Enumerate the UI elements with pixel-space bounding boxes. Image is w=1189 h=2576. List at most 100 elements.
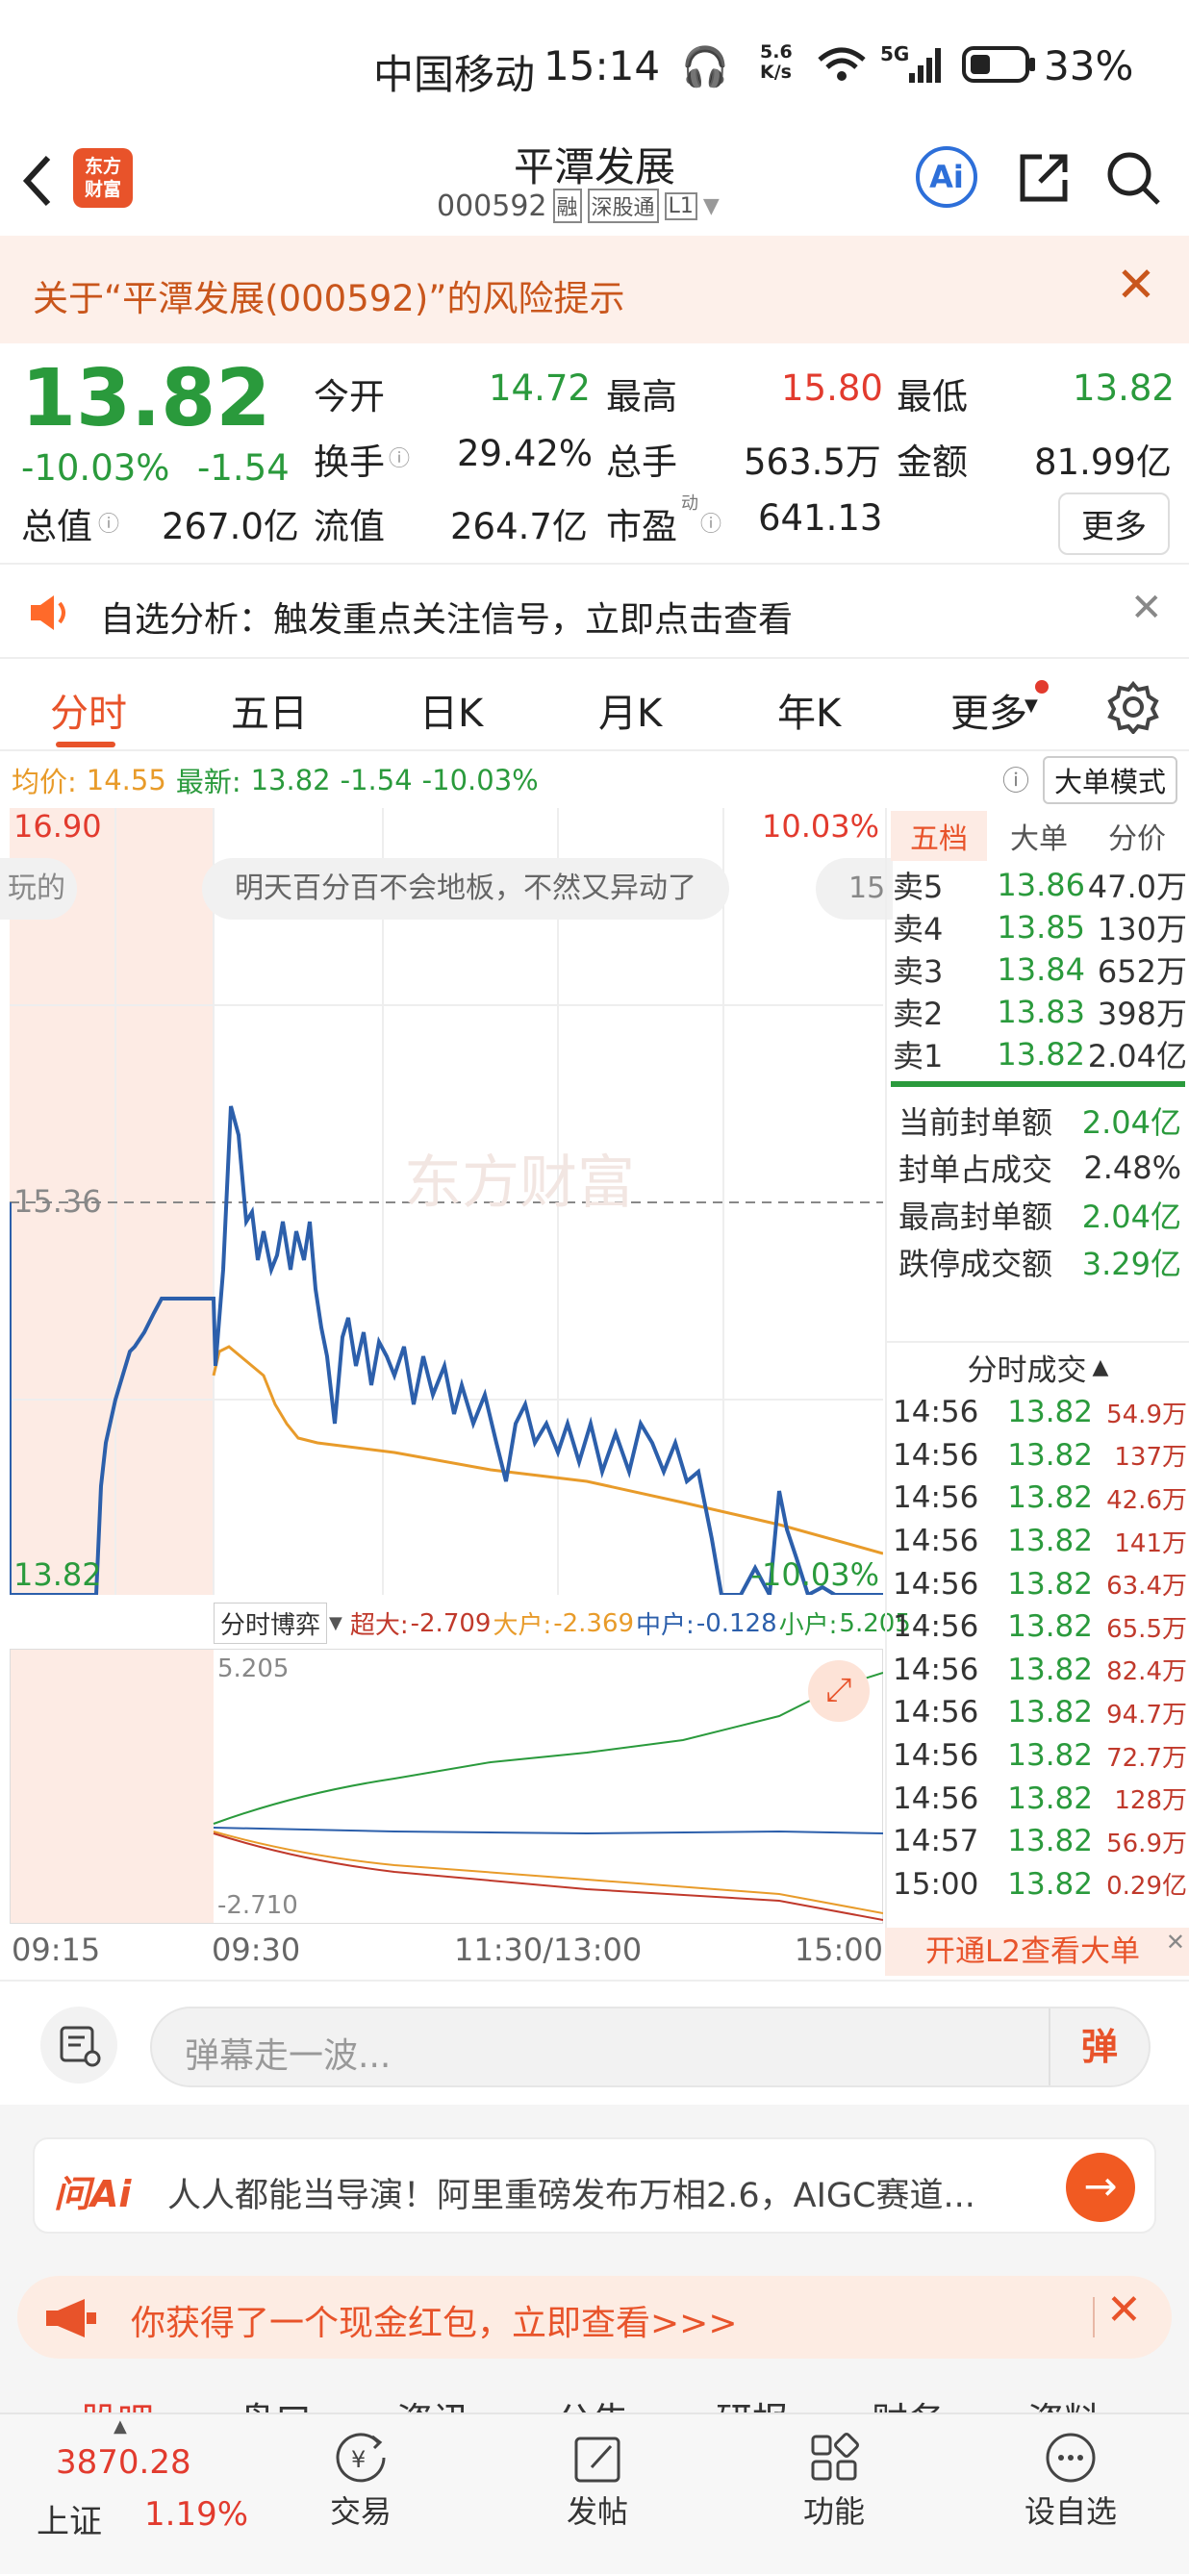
super-investor-line — [213, 1832, 884, 1921]
nav-watchlist[interactable]: 设自选 — [1008, 2428, 1133, 2532]
chevron-up-icon[interactable]: ▲ — [114, 2416, 127, 2437]
flow-chart-svg — [10, 1649, 884, 1924]
seal-stat-row: 封单占成交 2.48% — [898, 1144, 1189, 1191]
nav-trade[interactable]: ¥ 交易 — [298, 2428, 423, 2532]
price-info-line: 均价: 14.55 最新: 13.82 -1.54 -10.03% — [12, 760, 539, 800]
trade-volume: 0.29亿 — [1106, 1872, 1187, 1902]
tab-level5[interactable]: 五档 — [891, 811, 987, 861]
danmu-toggle-button[interactable]: 弹 — [1049, 2008, 1149, 2085]
sub-tabs: 股吧 盘口 资讯 公告 研报 财务 资料 — [0, 2384, 1189, 2412]
tab-yearly-k[interactable]: 年K — [777, 692, 842, 736]
close-icon[interactable]: ✕ — [1130, 586, 1163, 630]
ai-button[interactable]: Ai — [916, 146, 977, 208]
big-order-mode-button[interactable]: 大单模式 — [1043, 756, 1178, 804]
info-icon[interactable]: ⓘ — [98, 513, 120, 537]
trade-volume: 63.4万 — [1106, 1572, 1187, 1602]
last-price: 13.82 — [21, 353, 271, 444]
comment-tool-button[interactable] — [40, 2007, 117, 2084]
notice-text: 自选分析：触发重点关注信号，立即点击查看 — [100, 600, 794, 640]
seal-stat-label: 跌停成交额 — [898, 1245, 1053, 1282]
close-icon[interactable]: ✕ — [1106, 2286, 1142, 2335]
trade-time: 14:56 — [893, 1480, 979, 1516]
ask-level-row: 卖3 13.84 652万 — [893, 948, 1189, 991]
red-packet-text: 你获得了一个现金红包，立即查看>>> — [131, 2304, 738, 2343]
time-label: 09:30 — [212, 1932, 301, 1968]
trade-price: 13.82 — [1007, 1824, 1093, 1859]
index-value: 3870.28 — [56, 2443, 191, 2482]
flow-selector[interactable]: 分时博弈 — [214, 1603, 328, 1644]
megaphone-icon — [46, 2299, 96, 2337]
high-label: 最高 — [606, 376, 677, 417]
ask-price: 13.82 — [997, 1036, 1085, 1073]
trade-row: 14:56 13.82 137万 — [893, 1434, 1189, 1477]
risk-banner[interactable]: 关于“平潭发展(000592)”的风险提示 ✕ — [0, 236, 1189, 343]
close-icon[interactable]: ✕ — [1165, 1929, 1185, 1956]
subtab-profile[interactable]: 资料 — [1027, 2391, 1100, 2412]
mid-investor-line — [213, 1827, 884, 1835]
ask-price: 13.83 — [997, 994, 1085, 1030]
avg-label: 均价: — [12, 766, 77, 798]
notice-bar[interactable]: 自选分析：触发重点关注信号，立即点击查看 ✕ — [0, 565, 1189, 659]
subtab-news[interactable]: 资讯 — [396, 2391, 469, 2412]
arrow-right-icon[interactable]: → — [1066, 2153, 1135, 2222]
subtab-guba[interactable]: 股吧 — [81, 2391, 154, 2412]
trades-title[interactable]: 分时成交 — [967, 1352, 1087, 1388]
headphone-icon: 🎧 — [681, 45, 729, 89]
trade-row: 14:56 13.82 65.5万 — [893, 1605, 1189, 1649]
subtab-finance[interactable]: 财务 — [872, 2391, 945, 2412]
ai-news-banner[interactable]: 问Ai 人人都能当导演！阿里重磅发布万相2.6，AIGC赛道... → — [33, 2137, 1156, 2234]
grid-icon — [811, 2433, 859, 2481]
trade-time: 14:56 — [893, 1738, 979, 1774]
trade-row: 14:56 13.82 54.9万 — [893, 1391, 1189, 1434]
small-investor-line — [213, 1672, 884, 1825]
subtab-pankou[interactable]: 盘口 — [239, 2391, 312, 2412]
danmu-input[interactable]: 弹幕走一波... 弹 — [150, 2007, 1151, 2087]
l2-upgrade-banner[interactable]: 开通L2查看大单 ✕ — [885, 1928, 1189, 1976]
trade-time: 14:56 — [893, 1566, 979, 1602]
back-icon[interactable] — [19, 152, 58, 210]
level-tag: L1 — [664, 191, 697, 220]
pct-axis-bottom: -10.03% — [750, 1556, 879, 1593]
stock-code-row[interactable]: 000592 融 深股通 L1 ▼ — [437, 189, 720, 223]
tab-big-orders[interactable]: 大单 — [1010, 822, 1068, 856]
latest-label: 最新: — [175, 766, 241, 798]
latest-pct: -10.03% — [421, 764, 539, 796]
flow-chart[interactable]: 5.205 -2.710 ⤢ — [10, 1649, 884, 1924]
more-button[interactable]: 更多 — [1058, 492, 1170, 555]
tab-price-dist[interactable]: 分价 — [1108, 822, 1166, 856]
tab-monthly-k[interactable]: 月K — [598, 692, 663, 736]
subtab-research[interactable]: 研报 — [716, 2391, 789, 2412]
trade-time: 14:56 — [893, 1395, 979, 1430]
gear-icon[interactable] — [1106, 680, 1160, 734]
pe-label: 市盈 — [606, 506, 677, 547]
help-icon[interactable]: ⓘ — [1002, 765, 1030, 796]
search-icon[interactable] — [1104, 149, 1162, 207]
volume-label: 总手 — [606, 442, 677, 483]
trade-volume: 72.7万 — [1106, 1743, 1187, 1773]
nav-function-label: 功能 — [802, 2493, 865, 2530]
time-label: 15:00 — [794, 1932, 883, 1968]
trade-row: 14:56 13.82 141万 — [893, 1520, 1189, 1563]
intraday-chart[interactable]: 东方财富 16.90 10.03% 15.36 13.82 -10.03% 玩的… — [0, 808, 893, 1602]
expand-icon[interactable]: ⤢ — [808, 1660, 870, 1722]
tab-five-day[interactable]: 五日 — [231, 692, 308, 736]
tab-more[interactable]: 更多 — [950, 692, 1027, 736]
tab-intraday[interactable]: 分时 — [50, 692, 127, 736]
tab-daily-k[interactable]: 日K — [419, 692, 484, 736]
nav-post[interactable]: 发帖 — [535, 2428, 660, 2532]
red-packet-banner[interactable]: 你获得了一个现金红包，立即查看>>> ✕ — [17, 2276, 1172, 2359]
trade-row: 14:56 13.82 63.4万 — [893, 1562, 1189, 1605]
seal-stat-label: 当前封单额 — [898, 1103, 1053, 1141]
danmu-bubble: 明天百分百不会地板，不然又异动了 — [202, 858, 729, 920]
subtab-announcement[interactable]: 公告 — [556, 2391, 629, 2412]
page-title: 平潭发展 — [513, 143, 675, 190]
ask-level-label: 卖4 — [893, 911, 944, 947]
nav-function[interactable]: 功能 — [772, 2428, 897, 2532]
info-icon[interactable]: ⓘ — [389, 447, 411, 471]
info-icon[interactable]: ⓘ — [700, 513, 722, 537]
share-icon[interactable] — [1015, 149, 1073, 207]
seal-stat-label: 最高封单额 — [898, 1198, 1053, 1235]
pe-value: 641.13 — [758, 497, 883, 539]
index-ticker[interactable]: 3870.28 上证 1.19% — [0, 2414, 289, 2576]
close-icon[interactable]: ✕ — [1116, 257, 1156, 313]
